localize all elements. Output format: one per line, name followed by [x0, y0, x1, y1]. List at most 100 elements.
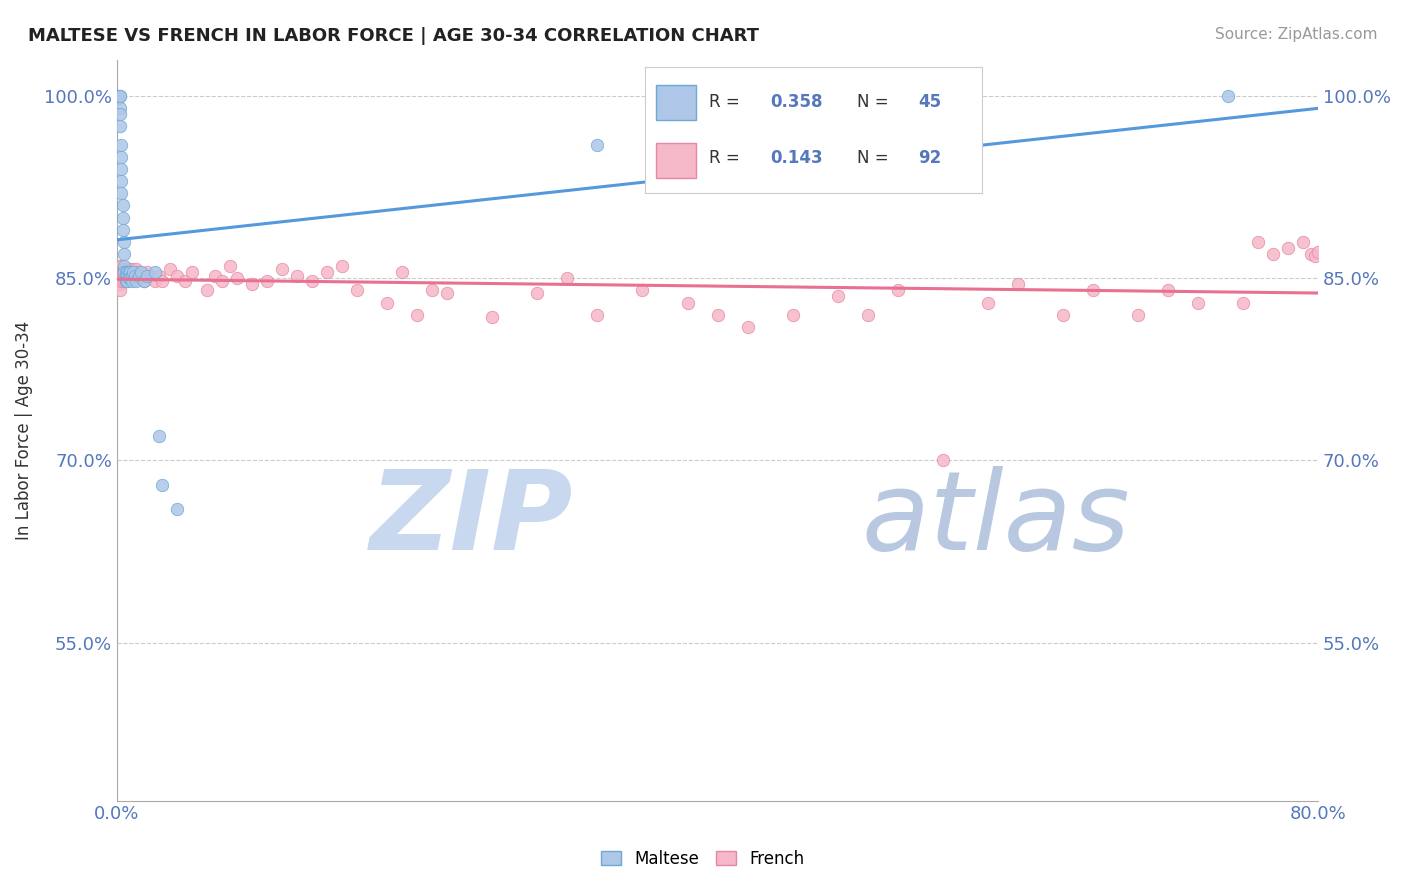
- Point: [1007, 277, 1029, 292]
- Y-axis label: In Labor Force | Age 30-34: In Labor Force | Age 30-34: [15, 320, 32, 540]
- Point: [115, 274, 138, 288]
- Point: [129, 265, 152, 279]
- Point: [481, 310, 503, 325]
- Point: [118, 271, 141, 285]
- Point: [115, 274, 138, 288]
- Point: [240, 277, 263, 292]
- Point: [1261, 247, 1284, 261]
- Point: [436, 285, 458, 300]
- Point: [150, 274, 173, 288]
- Point: [557, 271, 579, 285]
- Point: [108, 120, 131, 134]
- Point: [110, 259, 132, 273]
- Point: [271, 261, 294, 276]
- Point: [143, 265, 166, 279]
- Point: [631, 284, 654, 298]
- Point: [125, 274, 148, 288]
- Point: [118, 265, 141, 279]
- Point: [856, 308, 879, 322]
- Point: [285, 268, 308, 283]
- Point: [114, 265, 136, 279]
- Point: [107, 268, 129, 283]
- Point: [1081, 284, 1104, 298]
- Point: [121, 261, 143, 276]
- Point: [117, 268, 139, 283]
- Point: [1216, 89, 1239, 103]
- Point: [107, 91, 129, 105]
- Point: [121, 268, 143, 283]
- Point: [108, 259, 131, 273]
- Point: [107, 277, 129, 292]
- Point: [173, 274, 195, 288]
- Point: [346, 284, 368, 298]
- Point: [115, 265, 138, 279]
- Point: [127, 265, 149, 279]
- Text: Source: ZipAtlas.com: Source: ZipAtlas.com: [1215, 27, 1378, 42]
- Point: [1247, 235, 1270, 249]
- Point: [782, 308, 804, 322]
- Point: [1303, 249, 1326, 263]
- Point: [120, 268, 142, 283]
- Point: [148, 268, 170, 283]
- Point: [120, 261, 142, 276]
- Point: [406, 308, 429, 322]
- Point: [136, 265, 159, 279]
- Point: [108, 274, 131, 288]
- Point: [737, 319, 759, 334]
- Point: [166, 268, 188, 283]
- Point: [181, 265, 204, 279]
- Point: [117, 265, 139, 279]
- Text: ZIP: ZIP: [370, 466, 574, 573]
- Point: [124, 268, 146, 283]
- Point: [108, 277, 131, 292]
- Point: [118, 271, 141, 285]
- Point: [117, 261, 139, 276]
- Point: [124, 268, 146, 283]
- Point: [108, 107, 131, 121]
- Point: [375, 295, 398, 310]
- Point: [111, 261, 134, 276]
- Point: [110, 271, 132, 285]
- Point: [1126, 308, 1149, 322]
- Text: MALTESE VS FRENCH IN LABOR FORCE | AGE 30-34 CORRELATION CHART: MALTESE VS FRENCH IN LABOR FORCE | AGE 3…: [28, 27, 759, 45]
- Point: [932, 453, 955, 467]
- Point: [107, 89, 129, 103]
- Point: [111, 211, 134, 225]
- Point: [115, 268, 138, 283]
- Point: [586, 137, 609, 152]
- Point: [114, 247, 136, 261]
- Point: [1187, 295, 1209, 310]
- Point: [121, 274, 143, 288]
- Point: [110, 150, 132, 164]
- Legend: Maltese, French: Maltese, French: [595, 844, 811, 875]
- Point: [122, 265, 145, 279]
- Point: [150, 477, 173, 491]
- Point: [108, 101, 131, 115]
- Point: [108, 284, 131, 298]
- Point: [586, 308, 609, 322]
- Point: [120, 265, 142, 279]
- Point: [107, 274, 129, 288]
- Point: [110, 137, 132, 152]
- Point: [1308, 244, 1330, 259]
- Point: [1157, 284, 1180, 298]
- Point: [139, 268, 162, 283]
- Point: [1277, 241, 1299, 255]
- Point: [108, 265, 131, 279]
- Point: [122, 265, 145, 279]
- Point: [110, 174, 132, 188]
- Point: [108, 89, 131, 103]
- Point: [110, 161, 132, 176]
- Point: [1299, 247, 1322, 261]
- Point: [107, 265, 129, 279]
- Point: [136, 268, 159, 283]
- Point: [827, 289, 849, 303]
- Point: [110, 265, 132, 279]
- Point: [110, 186, 132, 201]
- Point: [526, 285, 548, 300]
- Point: [114, 274, 136, 288]
- Point: [128, 271, 150, 285]
- Point: [706, 308, 728, 322]
- Point: [121, 268, 143, 283]
- Point: [120, 271, 142, 285]
